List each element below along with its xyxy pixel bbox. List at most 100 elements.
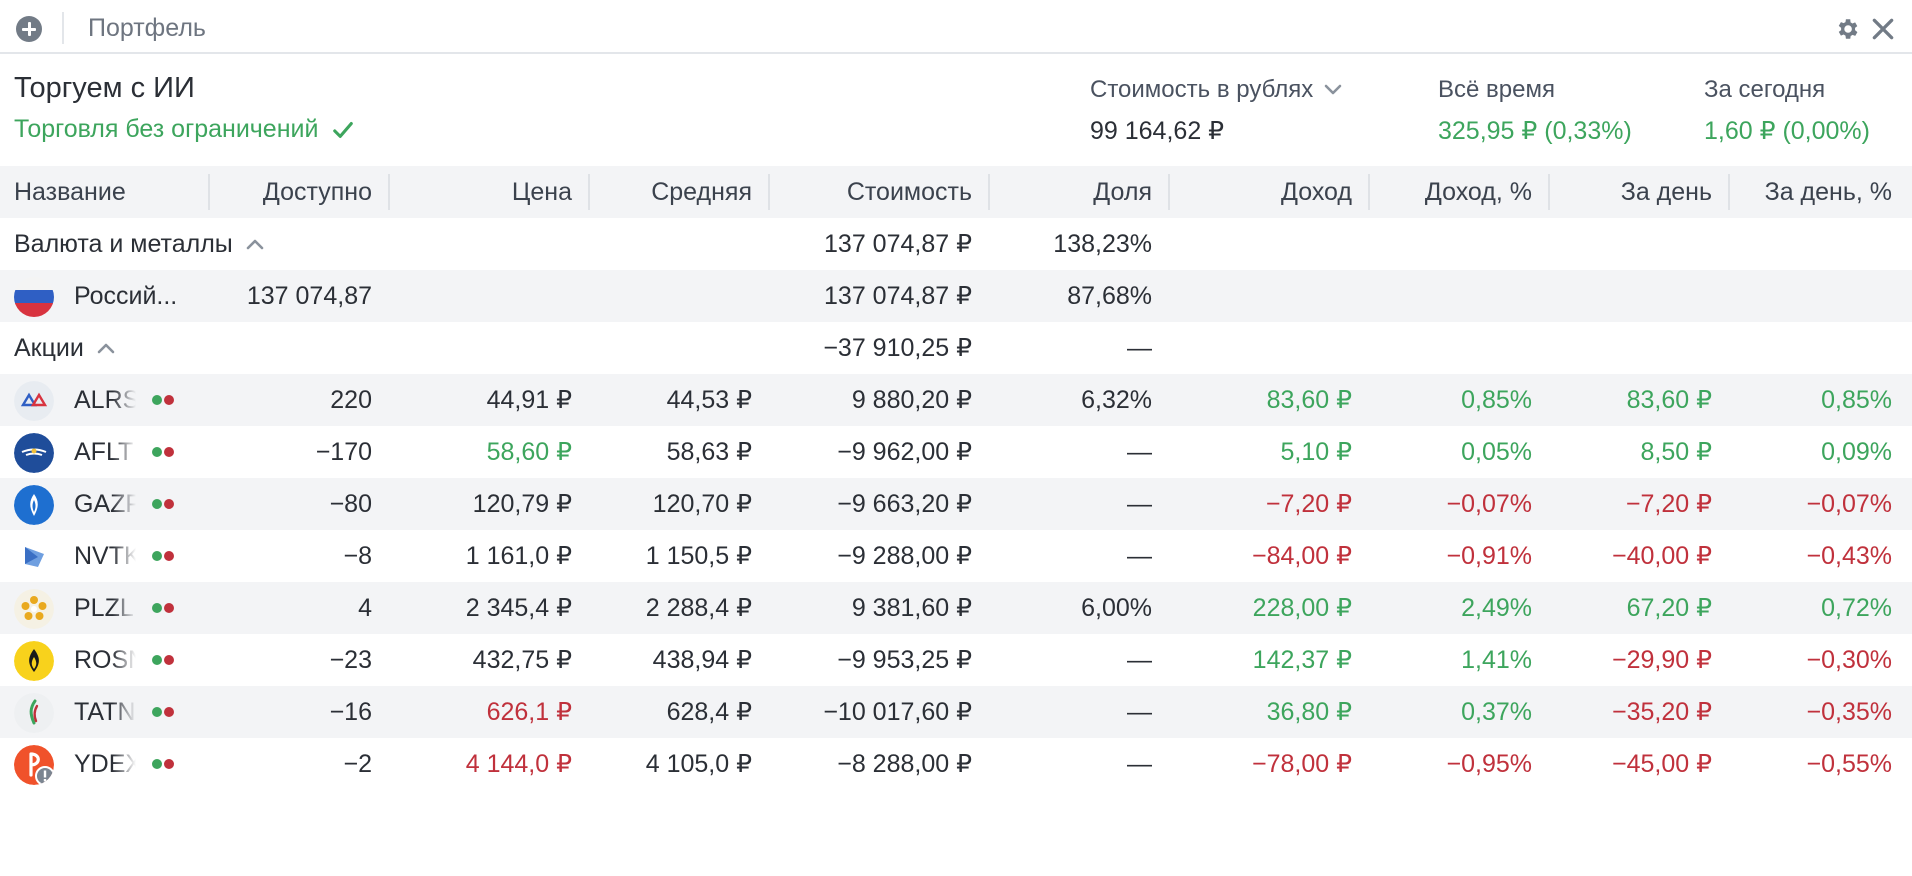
cell-available: 4 bbox=[358, 594, 372, 622]
table-row[interactable]: NVTK −8 1 161,0 ₽ 1 150,5 ₽ −9 288,00 ₽ … bbox=[0, 530, 1912, 582]
group-name: Акции bbox=[14, 334, 84, 362]
cell-average: 44,53 ₽ bbox=[666, 386, 752, 414]
aeroflot-logo-icon bbox=[14, 433, 54, 473]
table-row[interactable]: ROSN −23 432,75 ₽ 438,94 ₽ −9 953,25 ₽ —… bbox=[0, 634, 1912, 686]
col-header-day-pct[interactable]: За день, % bbox=[1764, 178, 1892, 206]
cell-day-pct: 0,85% bbox=[1821, 386, 1892, 414]
column-divider[interactable] bbox=[988, 174, 990, 210]
cell-available: −23 bbox=[329, 646, 372, 674]
title-divider bbox=[62, 12, 64, 44]
chevron-up-icon[interactable] bbox=[96, 341, 116, 355]
col-header-price[interactable]: Цена bbox=[511, 178, 572, 206]
cell-income-pct: −0,95% bbox=[1446, 750, 1533, 778]
column-divider[interactable] bbox=[1548, 174, 1550, 210]
table-row[interactable]: ALRS 220 44,91 ₽ 44,53 ₽ 9 880,20 ₽ 6,32… bbox=[0, 374, 1912, 426]
col-header-name[interactable]: Название bbox=[14, 178, 126, 206]
cell-share: — bbox=[1127, 750, 1152, 778]
col-header-share[interactable]: Доля bbox=[1093, 178, 1152, 206]
cell-cost: −9 663,20 ₽ bbox=[837, 490, 972, 518]
value-label: Стоимость в рублях bbox=[1090, 76, 1314, 103]
yandex-logo-icon bbox=[14, 745, 54, 785]
table-row[interactable]: Россий... 137 074,87 137 074,87 ₽ 87,68% bbox=[0, 270, 1912, 322]
table-row[interactable]: TATN −16 626,1 ₽ 628,4 ₽ −10 017,60 ₽ — … bbox=[0, 686, 1912, 738]
table-row[interactable]: GAZP −80 120,79 ₽ 120,70 ₽ −9 663,20 ₽ —… bbox=[0, 478, 1912, 530]
col-header-available[interactable]: Доступно bbox=[262, 178, 372, 206]
cell-cost: −10 017,60 ₽ bbox=[823, 698, 972, 726]
group-row-currency[interactable]: Валюта и металлы 137 074,87 ₽ 138,23% bbox=[0, 218, 1912, 270]
group-row-stocks[interactable]: Акции −37 910,25 ₽ — bbox=[0, 322, 1912, 374]
column-divider[interactable] bbox=[1368, 174, 1370, 210]
cell-share: 6,00% bbox=[1081, 594, 1152, 622]
ticker: TATN bbox=[74, 698, 136, 726]
red-dot-icon bbox=[164, 759, 174, 769]
cell-share: — bbox=[1127, 698, 1152, 726]
portfolio-value: 99 164,62 ₽ bbox=[1090, 117, 1225, 145]
group-share: — bbox=[1127, 334, 1152, 362]
column-divider[interactable] bbox=[1168, 174, 1170, 210]
alrosa-logo-icon bbox=[14, 381, 54, 421]
polyus-logo-icon bbox=[14, 589, 54, 629]
column-divider[interactable] bbox=[1728, 174, 1730, 210]
cell-income-pct: 2,49% bbox=[1461, 594, 1532, 622]
group-name: Валюта и металлы bbox=[14, 230, 233, 258]
cell-income: −78,00 ₽ bbox=[1251, 750, 1352, 778]
cell-day-pct: −0,43% bbox=[1806, 542, 1893, 570]
group-cost: −37 910,25 ₽ bbox=[823, 334, 972, 362]
trading-status-label: Торговля без ограничений bbox=[14, 115, 319, 143]
alltime-label: Всё время bbox=[1438, 76, 1555, 103]
col-header-day[interactable]: За день bbox=[1620, 178, 1712, 206]
novatek-logo-icon bbox=[14, 537, 54, 577]
check-icon bbox=[333, 121, 354, 138]
chevron-down-icon[interactable] bbox=[1323, 83, 1343, 97]
green-dot-icon bbox=[152, 603, 162, 613]
value-summary[interactable]: Стоимость в рублях 99 164,62 ₽ bbox=[1090, 76, 1343, 146]
cell-share: — bbox=[1127, 646, 1152, 674]
cell-available: −8 bbox=[343, 542, 372, 570]
cell-available: −80 bbox=[329, 490, 372, 518]
market-status-icon bbox=[152, 707, 178, 717]
cell-average: 438,94 ₽ bbox=[652, 646, 752, 674]
cell-available: 220 bbox=[330, 386, 372, 414]
rosneft-logo-icon bbox=[14, 641, 54, 681]
ticker: AFLT bbox=[74, 438, 134, 466]
col-header-average[interactable]: Средняя bbox=[651, 178, 752, 206]
alltime-summary: Всё время 325,95 ₽ (0,33%) bbox=[1438, 76, 1632, 146]
column-divider[interactable] bbox=[588, 174, 590, 210]
group-toggle[interactable]: Акции bbox=[14, 322, 414, 374]
chevron-up-icon[interactable] bbox=[245, 237, 265, 251]
cell-share: — bbox=[1127, 542, 1152, 570]
add-icon[interactable] bbox=[16, 16, 42, 42]
table-row[interactable]: AFLT −170 58,60 ₽ 58,63 ₽ −9 962,00 ₽ — … bbox=[0, 426, 1912, 478]
red-dot-icon bbox=[164, 395, 174, 405]
col-header-income[interactable]: Доход bbox=[1281, 178, 1352, 206]
cell-income: −84,00 ₽ bbox=[1251, 542, 1352, 570]
table-row[interactable]: PLZL 4 2 345,4 ₽ 2 288,4 ₽ 9 381,60 ₽ 6,… bbox=[0, 582, 1912, 634]
cell-average: 2 288,4 ₽ bbox=[645, 594, 752, 622]
column-divider[interactable] bbox=[388, 174, 390, 210]
cell-day: 83,60 ₽ bbox=[1626, 386, 1712, 414]
cell-income: 142,37 ₽ bbox=[1252, 646, 1352, 674]
table-row[interactable]: YDEX −2 4 144,0 ₽ 4 105,0 ₽ −8 288,00 ₽ … bbox=[0, 738, 1912, 790]
column-divider[interactable] bbox=[768, 174, 770, 210]
column-divider[interactable] bbox=[208, 174, 210, 210]
gear-icon[interactable] bbox=[1834, 16, 1860, 42]
group-toggle[interactable]: Валюта и металлы bbox=[14, 218, 414, 270]
ticker: ROSN bbox=[74, 646, 136, 674]
close-icon[interactable] bbox=[1870, 16, 1896, 42]
cell-income-pct: 0,05% bbox=[1461, 438, 1532, 466]
alltime-value: 325,95 ₽ (0,33%) bbox=[1438, 117, 1632, 145]
ticker: YDEX bbox=[74, 750, 136, 778]
cell-available: −16 bbox=[329, 698, 372, 726]
col-header-cost[interactable]: Стоимость bbox=[846, 178, 972, 206]
value-currency-selector[interactable]: Стоимость в рублях bbox=[1090, 76, 1343, 104]
cell-price: 1 161,0 ₽ bbox=[465, 542, 572, 570]
market-status-icon bbox=[152, 499, 178, 509]
col-header-income-pct[interactable]: Доход, % bbox=[1424, 178, 1532, 206]
cell-day-pct: −0,07% bbox=[1806, 490, 1893, 518]
cell-cost: 137 074,87 ₽ bbox=[824, 282, 972, 310]
cell-income: 5,10 ₽ bbox=[1280, 438, 1352, 466]
cell-income: −7,20 ₽ bbox=[1265, 490, 1352, 518]
cell-day: −45,00 ₽ bbox=[1611, 750, 1712, 778]
cell-cost: 9 381,60 ₽ bbox=[851, 594, 972, 622]
market-status-icon bbox=[152, 603, 178, 613]
